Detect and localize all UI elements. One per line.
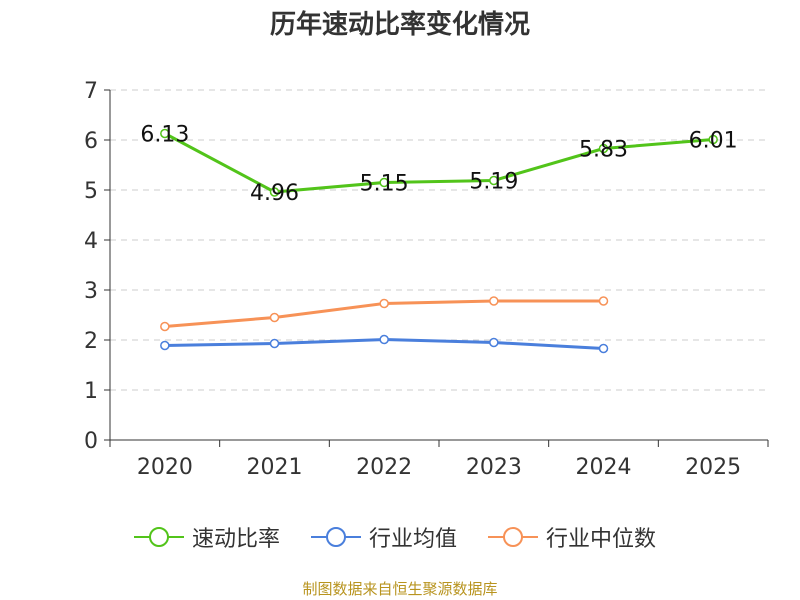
data-label: 5.19 bbox=[469, 170, 518, 195]
data-point bbox=[269, 187, 280, 197]
legend-item-industry-median[interactable]: 行业中位数 bbox=[488, 520, 656, 554]
data-point bbox=[379, 298, 389, 309]
data-point bbox=[708, 134, 718, 145]
data-point bbox=[379, 177, 389, 188]
legend-label: 行业均值 bbox=[369, 527, 458, 552]
legend-line-circle-icon bbox=[488, 527, 538, 547]
data-point bbox=[160, 128, 170, 139]
legend-line-circle-icon bbox=[311, 527, 361, 547]
legend-item-industry-mean[interactable]: 行业均值 bbox=[311, 520, 457, 554]
data-point bbox=[598, 343, 609, 354]
legend-item-quick-ratio[interactable]: 速动比率 bbox=[134, 520, 280, 554]
chart-title: 历年速动比率变化情况 bbox=[269, 10, 530, 40]
data-point bbox=[489, 175, 499, 186]
x-tick-label: 2025 bbox=[685, 455, 741, 480]
data-label: 5.83 bbox=[579, 138, 628, 163]
data-point bbox=[379, 334, 389, 345]
x-tick-label: 2021 bbox=[247, 455, 303, 480]
x-tick-label: 2020 bbox=[137, 455, 193, 480]
series-line bbox=[164, 132, 714, 194]
y-tick-label: 6 bbox=[84, 129, 98, 154]
data-point bbox=[489, 337, 499, 348]
data-label: 4.96 bbox=[250, 181, 299, 206]
series-lines bbox=[160, 128, 718, 354]
data-point bbox=[160, 340, 170, 351]
data-label: 6.13 bbox=[140, 123, 189, 148]
data-label: 6.01 bbox=[689, 129, 738, 154]
data-point bbox=[598, 296, 609, 306]
y-tick-label: 7 bbox=[84, 79, 98, 104]
legend-label: 速动比率 bbox=[192, 527, 281, 552]
data-point bbox=[160, 321, 170, 332]
y-tick-label: 5 bbox=[84, 179, 98, 204]
y-tick-label: 4 bbox=[84, 229, 98, 254]
legend-label: 行业中位数 bbox=[546, 527, 657, 552]
x-tick-label: 2024 bbox=[576, 455, 632, 480]
y-tick-label: 0 bbox=[84, 429, 98, 454]
y-tick-label: 1 bbox=[84, 379, 98, 404]
legend-line-circle-icon bbox=[134, 527, 184, 547]
data-point bbox=[598, 143, 609, 154]
y-tick-label: 2 bbox=[84, 329, 98, 354]
data-labels: 6.13 4.96 5.15 5.19 5.83 6.01 bbox=[140, 123, 737, 207]
data-point bbox=[489, 296, 499, 306]
data-point bbox=[269, 312, 280, 323]
legend: 速动比率 行业均值 行业中位数 bbox=[0, 520, 800, 554]
x-tick-label: 2022 bbox=[356, 455, 412, 480]
y-tick-label: 3 bbox=[84, 279, 98, 304]
data-label: 5.15 bbox=[360, 172, 409, 197]
x-tick-label: 2023 bbox=[466, 455, 522, 480]
source-note: 制图数据来自恒生聚源数据库 bbox=[302, 580, 498, 598]
axes: 0 1 2 3 4 5 6 7 2020 2021 2022 2023 2024 2025 bbox=[84, 79, 769, 480]
data-point bbox=[269, 338, 280, 349]
